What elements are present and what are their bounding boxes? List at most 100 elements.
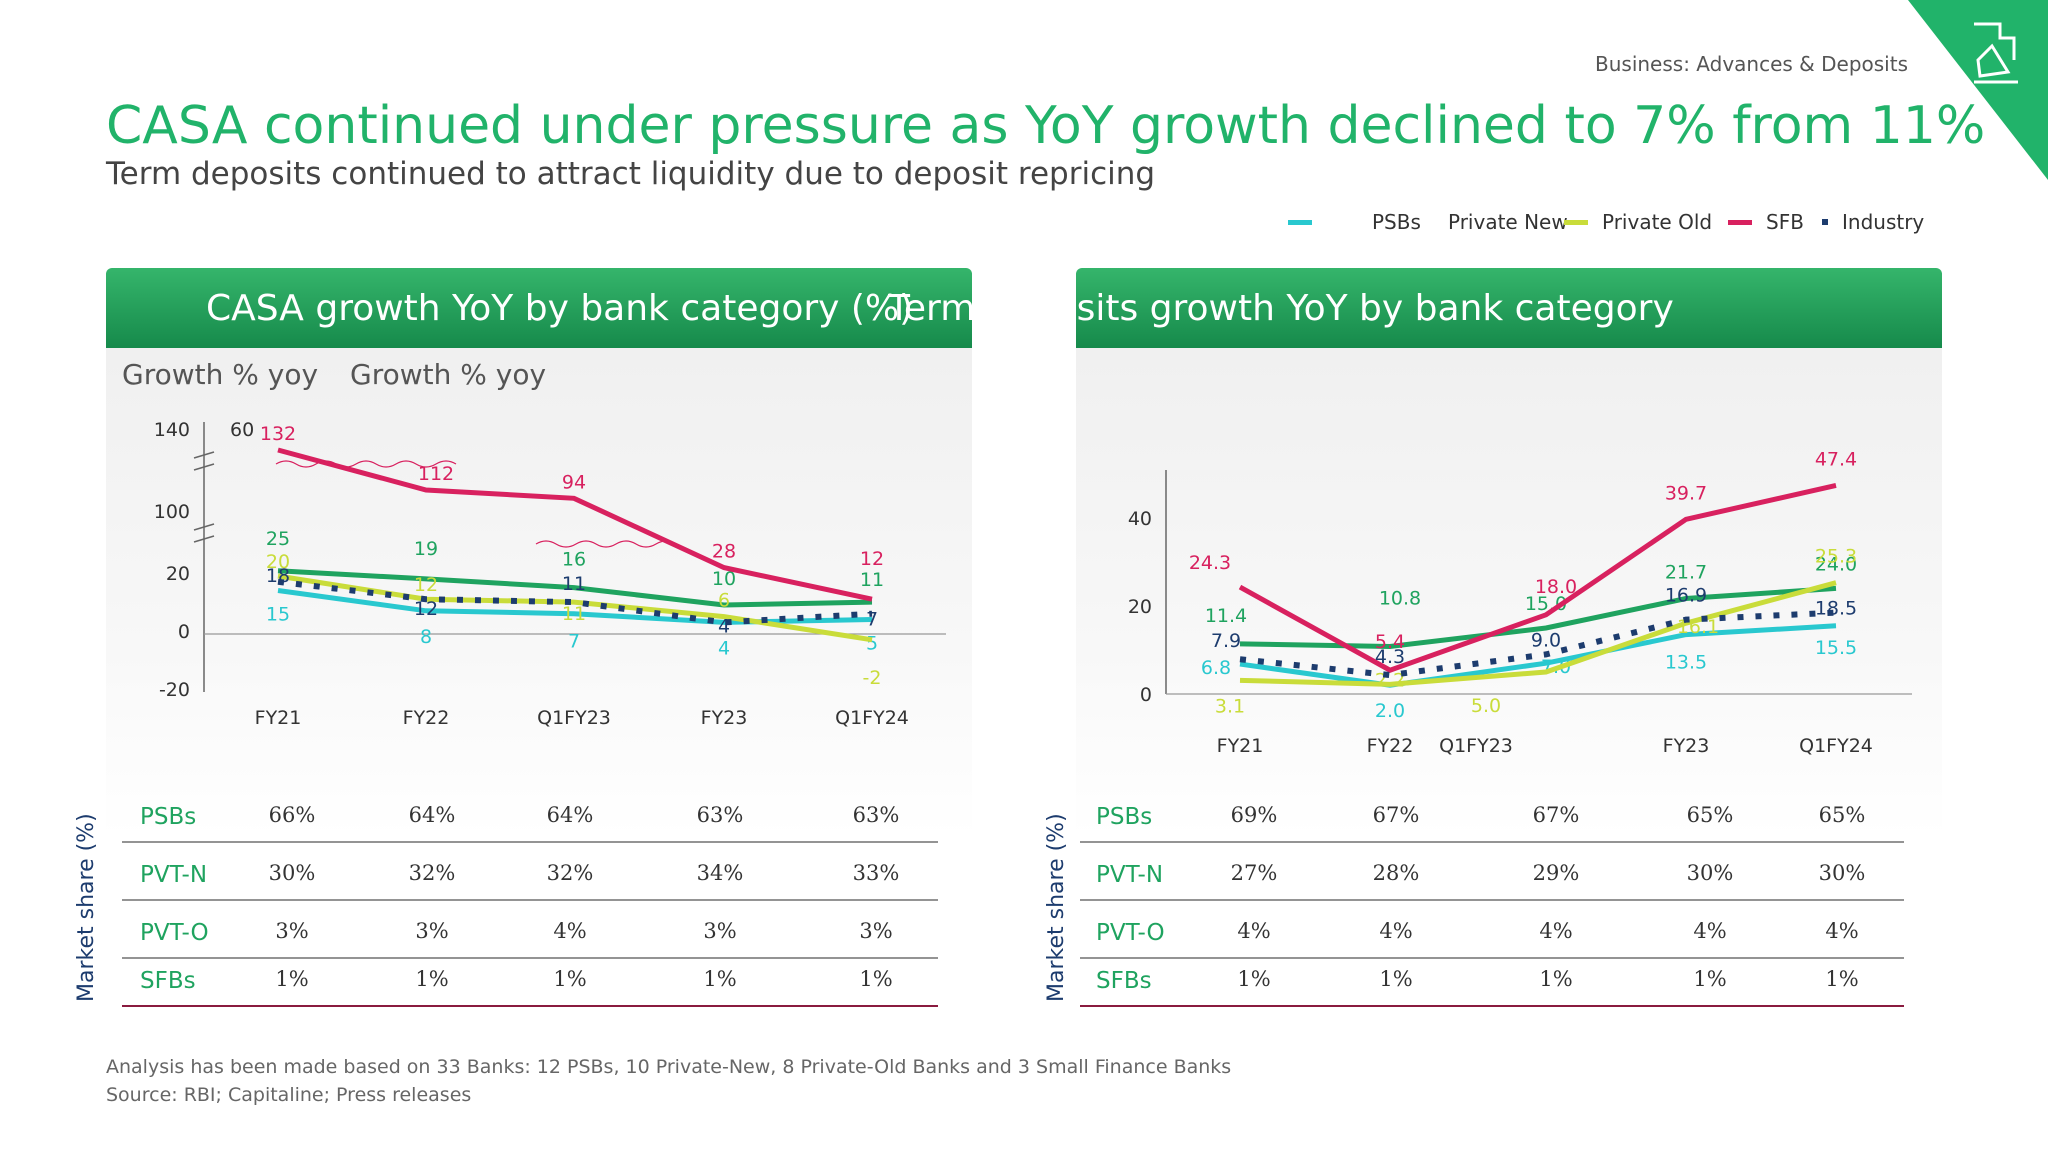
term-panel: 40 20 0 FY21 FY22 Q1FY23 FY23 Q1FY24 6.8 2.0 7.0 13…	[1076, 268, 1942, 1028]
data-label-private-old: 3.1	[1215, 695, 1245, 717]
data-label-private-old: 11	[562, 603, 586, 625]
share-row-label-psbs: PSBs	[140, 804, 196, 830]
share-cell: 30%	[269, 861, 316, 885]
legend-swatch-sfb	[1728, 219, 1752, 225]
y-tick-label: 0	[178, 621, 190, 643]
data-label-psbs: 6.8	[1201, 657, 1231, 679]
term-market-share-axis-label: Market share (%)	[1044, 813, 1069, 1002]
y-break-label: 60	[230, 419, 254, 441]
x-tick-label-fy23: FY23	[701, 707, 748, 729]
share-cell: 69%	[1231, 803, 1278, 827]
data-label-private-new: 10.8	[1379, 587, 1421, 609]
share-cell: 1%	[1237, 967, 1270, 991]
share-cell: 1%	[415, 967, 448, 991]
data-label-sfb: 94	[562, 471, 586, 493]
share-cell: 3%	[415, 919, 448, 943]
share-cell: 3%	[859, 919, 892, 943]
legend-swatch-industry	[1822, 219, 1828, 225]
title-gap-mask	[972, 280, 1076, 348]
data-label-industry: 4.3	[1375, 646, 1405, 668]
data-label-psbs: 15.5	[1815, 637, 1857, 659]
share-cell: 32%	[409, 861, 456, 885]
share-cell: 1%	[1825, 967, 1858, 991]
casa-growth-label-duplicate: Growth % yoy	[350, 358, 547, 391]
data-label-industry: 16.9	[1665, 585, 1707, 607]
footnote-analysis: Analysis has been made based on 33 Banks…	[106, 1056, 1232, 1078]
share-cell: 67%	[1533, 803, 1580, 827]
data-label-private-new: 11.4	[1205, 605, 1247, 627]
data-label-industry: 18.5	[1815, 598, 1857, 620]
share-cell: 63%	[697, 803, 744, 827]
data-label-industry: 18	[266, 565, 290, 587]
data-label-psbs: 8	[420, 626, 432, 648]
legend-item-psbs: PSBs	[1288, 210, 1421, 234]
x-tick-label-fy23: FY23	[1663, 735, 1710, 757]
share-cell: 64%	[409, 803, 456, 827]
share-cell: 30%	[1687, 861, 1734, 885]
data-label-sfb: 12	[860, 548, 884, 570]
share-cell: 34%	[697, 861, 744, 885]
data-label-sfb: 112	[418, 463, 454, 485]
legend-label: Industry	[1842, 210, 1925, 234]
x-tick-label-fy22: FY22	[1367, 735, 1414, 757]
legend-label: PSBs	[1372, 210, 1421, 234]
casa-market-share-axis-label: Market share (%)	[74, 813, 99, 1002]
data-label-psbs: 4	[718, 637, 730, 659]
share-cell: 1%	[703, 967, 736, 991]
share-cell: 64%	[547, 803, 594, 827]
section-label: Business: Advances & Deposits	[1595, 52, 1908, 76]
share-cell: 33%	[853, 861, 900, 885]
axis-break-mark	[193, 523, 215, 531]
share-cell: 1%	[1693, 967, 1726, 991]
legend-item-private-old: Private Old	[1564, 210, 1712, 234]
data-label-private-old: 25.3	[1815, 546, 1857, 568]
casa-panel-header	[106, 268, 972, 348]
casa-growth-label: Growth % yoy	[122, 358, 319, 391]
footnote-source: Source: RBI; Capitaline; Press releases	[106, 1084, 472, 1106]
data-label-private-new: 21.7	[1665, 562, 1707, 584]
x-tick-label-q1fy23: Q1FY23	[537, 707, 611, 729]
data-label-sfb: 47.4	[1815, 448, 1857, 470]
data-label-private-old: -2	[863, 667, 882, 689]
share-cell: 4%	[1825, 919, 1858, 943]
data-label-private-old: 5.0	[1471, 695, 1501, 717]
data-label-private-old: 12	[414, 574, 438, 596]
x-tick-label-fy22: FY22	[403, 707, 450, 729]
term-panel-header	[1076, 268, 1942, 348]
share-cell: 4%	[1693, 919, 1726, 943]
data-label-private-old: 6	[718, 590, 730, 612]
x-tick-label-fy21: FY21	[255, 707, 302, 729]
x-tick-label-q1fy24: Q1FY24	[835, 707, 909, 729]
legend-item-sfb: SFB	[1728, 210, 1804, 234]
data-label-private-new: 10	[712, 568, 736, 590]
logo-icon	[1974, 22, 2018, 84]
data-label-private-old: 20	[266, 551, 290, 573]
y-tick-label: 20	[166, 563, 190, 585]
data-label-industry: 7	[866, 609, 878, 631]
data-label-private-new: 25	[266, 528, 290, 550]
data-label-sfb: 39.7	[1665, 482, 1707, 504]
data-label-private-old: 2.2	[1375, 669, 1405, 691]
share-cell: 65%	[1819, 803, 1866, 827]
share-cell: 29%	[1533, 861, 1580, 885]
casa-chart: 140 100 20 0 -20 60 FY21 FY22 Q1FY23 FY23 Q1FY24 15…	[122, 419, 946, 1007]
data-label-sfb: 28	[712, 541, 736, 563]
data-label-private-new: 11	[860, 569, 884, 591]
legend-item-industry: Industry	[1822, 210, 1924, 234]
share-cell: 3%	[703, 919, 736, 943]
data-label-private-new: 24.0	[1815, 553, 1857, 575]
share-cell: 27%	[1231, 861, 1278, 885]
term-panel-background	[1076, 348, 1942, 1028]
legend-swatch-psbs	[1288, 219, 1312, 225]
x-tick-label-q1fy23: Q1FY23	[1439, 735, 1513, 757]
data-label-psbs: 5	[866, 633, 878, 655]
share-cell: 1%	[275, 967, 308, 991]
data-label-sfb: 18.0	[1535, 576, 1577, 598]
share-cell: 1%	[859, 967, 892, 991]
y-tick-label: -20	[159, 679, 190, 701]
share-row-label-psbs: PSBs	[1096, 804, 1152, 830]
x-tick-label-fy21: FY21	[1217, 735, 1264, 757]
axis-break-mark	[193, 535, 215, 543]
share-cell: 1%	[1379, 967, 1412, 991]
data-label-psbs: 7	[568, 631, 580, 653]
